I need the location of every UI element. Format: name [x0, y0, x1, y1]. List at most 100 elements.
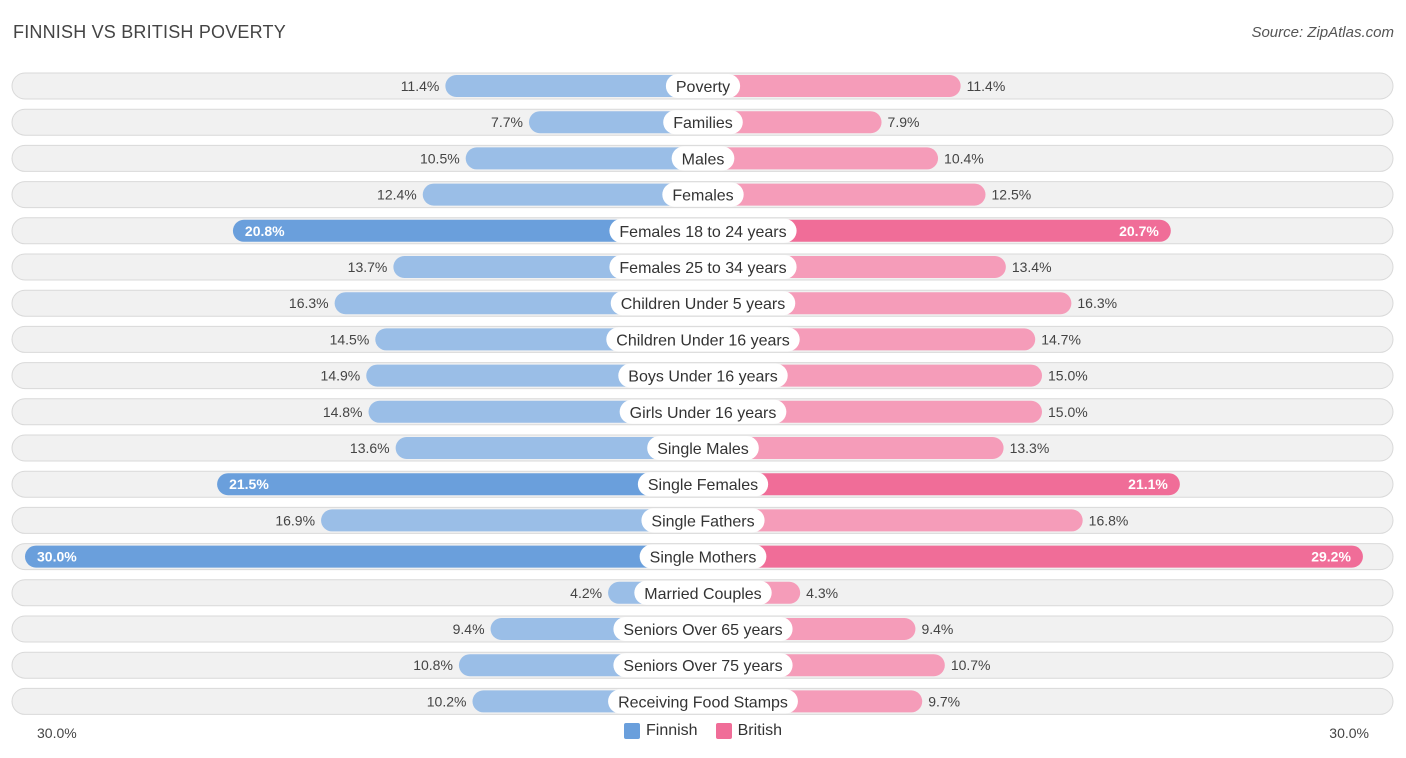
bar-finnish[interactable] — [334, 292, 703, 315]
bar-british[interactable] — [703, 111, 882, 134]
bar-finnish[interactable] — [445, 75, 703, 97]
value-label-finnish: 12.4% — [377, 187, 417, 203]
category-pill — [662, 182, 744, 207]
category-label: Boys Under 16 years — [628, 369, 777, 386]
value-label-british: 16.8% — [1089, 512, 1129, 528]
chart-row-13: 30.0% 29.2% Single Mothers — [11, 543, 1394, 571]
bar-finnish[interactable] — [465, 147, 703, 170]
value-label-finnish: 11.4% — [401, 78, 440, 94]
category-label: Single Males — [657, 441, 749, 458]
category-pill — [639, 544, 767, 569]
category-pill — [608, 689, 798, 714]
value-label-finnish: 16.3% — [289, 295, 329, 311]
legend-swatch-british — [715, 723, 732, 739]
category-label: Receiving Food Stamps — [618, 694, 788, 711]
value-label-british: 29.2% — [1311, 549, 1351, 565]
category-label: Females — [672, 188, 733, 205]
chart-row-0: 11.4% 11.4% Poverty — [11, 72, 1394, 100]
legend-swatch-finnish — [623, 723, 640, 739]
bar-british[interactable] — [703, 437, 1004, 459]
bar-finnish[interactable] — [232, 219, 704, 242]
chart-row-14: 4.2% 4.3% Married Couples — [11, 579, 1394, 607]
chart-row-11: 21.5% 21.1% Single Females — [11, 470, 1394, 498]
category-pill — [637, 472, 769, 497]
category-pill — [613, 653, 793, 678]
bar-british[interactable] — [703, 473, 1180, 496]
value-label-finnish: 4.2% — [570, 585, 602, 601]
value-label-finnish: 20.8% — [245, 223, 285, 239]
value-label-finnish: 14.8% — [323, 404, 363, 420]
value-label-british: 21.1% — [1128, 476, 1168, 492]
axis-left-label: 30.0% — [37, 725, 77, 741]
bar-finnish[interactable] — [366, 364, 703, 387]
category-label: Seniors Over 75 years — [623, 658, 782, 675]
chart-row-8: 14.9% 15.0% Boys Under 16 years — [11, 362, 1394, 390]
category-label: Married Couples — [644, 586, 761, 603]
value-label-british: 15.0% — [1048, 368, 1088, 384]
chart-row-4: 20.8% 20.7% Females 18 to 24 years — [11, 217, 1394, 245]
value-label-british: 9.4% — [921, 621, 953, 637]
value-label-british: 20.7% — [1119, 223, 1159, 239]
value-label-british: 10.4% — [944, 150, 984, 166]
axis-right-label: 30.0% — [1329, 725, 1369, 741]
category-label: Poverty — [676, 79, 730, 96]
category-label: Males — [682, 151, 725, 168]
source-attribution: Source: ZipAtlas.com — [1251, 24, 1394, 41]
category-pill — [641, 508, 765, 533]
bar-british[interactable] — [703, 400, 1042, 423]
bar-finnish[interactable] — [321, 509, 703, 532]
legend-item-british[interactable]: British — [715, 722, 783, 740]
category-pill — [671, 146, 735, 171]
bar-british[interactable] — [703, 545, 1363, 568]
chart-row-15: 9.4% 9.4% Seniors Over 65 years — [11, 615, 1394, 643]
bar-finnish[interactable] — [395, 437, 703, 459]
value-label-finnish: 30.0% — [37, 549, 77, 565]
bar-finnish[interactable] — [217, 473, 703, 496]
category-label: Single Mothers — [650, 550, 757, 567]
category-label: Seniors Over 65 years — [623, 622, 782, 639]
chart-row-3: 12.4% 12.5% Females — [11, 181, 1394, 209]
category-pill — [634, 580, 772, 605]
chart-row-9: 14.8% 15.0% Girls Under 16 years — [11, 398, 1394, 426]
bar-british[interactable] — [703, 75, 961, 97]
chart-row-7: 14.5% 14.7% Children Under 16 years — [11, 325, 1394, 353]
category-label: Single Fathers — [651, 513, 754, 530]
chart-row-16: 10.8% 10.7% Seniors Over 75 years — [11, 651, 1394, 679]
category-pill — [618, 363, 788, 388]
value-label-finnish: 9.4% — [453, 621, 485, 637]
value-label-finnish: 16.9% — [275, 512, 315, 528]
bar-british[interactable] — [703, 183, 986, 206]
bar-finnish[interactable] — [368, 400, 703, 423]
bar-british[interactable] — [703, 292, 1072, 315]
bar-british[interactable] — [703, 364, 1042, 387]
category-pill — [609, 255, 797, 279]
category-pill — [610, 291, 796, 316]
value-label-british: 7.9% — [888, 114, 920, 130]
chart-row-17: 10.2% 9.7% Receiving Food Stamps — [11, 687, 1394, 715]
value-label-british: 15.0% — [1048, 404, 1088, 420]
chart-row-12: 16.9% 16.8% Single Fathers — [11, 506, 1394, 534]
value-label-british: 4.3% — [806, 585, 838, 601]
bar-british[interactable] — [703, 147, 939, 170]
category-label: Children Under 16 years — [616, 332, 789, 349]
legend-label-british: British — [737, 722, 783, 739]
legend-item-finnish[interactable]: Finnish — [623, 722, 698, 740]
value-label-finnish: 14.5% — [330, 331, 370, 347]
bar-british[interactable] — [703, 509, 1083, 532]
bar-finnish[interactable] — [25, 545, 703, 568]
chart-row-6: 16.3% 16.3% Children Under 5 years — [11, 289, 1394, 317]
bar-finnish[interactable] — [528, 111, 703, 134]
category-label: Families — [673, 115, 733, 132]
value-label-british: 14.7% — [1041, 331, 1081, 347]
category-pill — [619, 399, 787, 424]
bar-finnish[interactable] — [422, 183, 703, 206]
category-label: Females 25 to 34 years — [619, 260, 786, 277]
category-pill — [609, 218, 797, 243]
value-label-british: 12.5% — [992, 187, 1032, 203]
legend-label-finnish: Finnish — [645, 722, 698, 739]
bar-british[interactable] — [703, 219, 1171, 242]
value-label-british: 13.4% — [1012, 259, 1052, 275]
category-pill — [613, 617, 793, 641]
category-pill — [606, 327, 800, 352]
